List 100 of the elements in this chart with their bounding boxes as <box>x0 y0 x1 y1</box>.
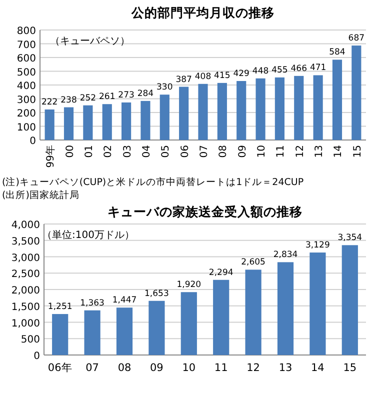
bar <box>313 75 323 140</box>
y-tick-label: 400 <box>16 81 36 92</box>
y-tick-label: 3,500 <box>11 236 40 248</box>
data-label: 252 <box>80 93 96 104</box>
y-tick-label: 200 <box>16 108 36 120</box>
data-label: 448 <box>252 66 269 76</box>
bar <box>44 109 54 140</box>
bar <box>294 76 304 140</box>
y-tick-label: 600 <box>16 54 36 64</box>
x-tick-label: 01 <box>84 145 95 158</box>
x-tick-label: 00 <box>64 145 76 158</box>
bar <box>160 94 170 140</box>
bar <box>180 292 197 355</box>
x-tick-label: 07 <box>199 145 210 158</box>
annotation: （単位:100万ドル） <box>42 229 134 241</box>
bar <box>83 105 93 140</box>
chart-title: 公的部門平均月収の推移 <box>130 5 274 20</box>
bar <box>277 262 294 355</box>
bar <box>116 308 133 355</box>
y-tick-label: 3,000 <box>11 252 40 264</box>
y-tick-label: 1,000 <box>11 318 40 330</box>
y-tick-label: 300 <box>16 94 36 106</box>
data-label: 330 <box>156 82 173 93</box>
data-label: 2,294 <box>208 268 234 278</box>
data-label: 584 <box>329 48 346 58</box>
data-label: 387 <box>176 74 192 85</box>
bar <box>148 300 165 355</box>
x-tick-label: 05 <box>160 145 172 158</box>
bar <box>332 60 342 140</box>
bar <box>342 245 358 355</box>
data-label: 3,354 <box>338 233 362 244</box>
bar <box>310 252 326 355</box>
x-tick-label: 04 <box>141 145 152 158</box>
y-tick-label: 500 <box>20 334 40 346</box>
bar <box>140 100 150 140</box>
data-label: 466 <box>290 64 307 74</box>
y-tick-label: 2,500 <box>11 269 40 280</box>
bar <box>64 107 74 140</box>
data-label: 408 <box>194 72 212 82</box>
annotation: （キューバペソ） <box>50 36 130 47</box>
x-tick-label: 11 <box>276 145 287 158</box>
data-label: 222 <box>41 97 58 108</box>
bar <box>179 86 189 140</box>
data-label: 415 <box>214 70 230 81</box>
data-label: 3,129 <box>306 240 330 251</box>
bar <box>52 314 68 355</box>
x-tick-label: 15 <box>352 145 364 158</box>
data-label: 238 <box>60 95 77 106</box>
bar <box>102 104 112 140</box>
y-tick-label: 1,500 <box>11 302 40 313</box>
x-tick-label: 06 <box>180 145 191 158</box>
data-label: 1,447 <box>112 296 137 306</box>
data-label: 429 <box>233 69 250 80</box>
y-tick-label: 4,000 <box>11 220 40 231</box>
bar <box>245 270 262 355</box>
data-label: 273 <box>118 90 134 100</box>
x-tick-label: 02 <box>103 145 114 158</box>
x-tick-label: 08 <box>118 362 132 374</box>
x-tick-label: 12 <box>294 145 306 158</box>
bar <box>198 84 208 140</box>
data-label: 1,363 <box>80 298 104 308</box>
data-label: 471 <box>310 63 326 74</box>
data-label: 1,920 <box>176 280 202 290</box>
bar <box>84 310 100 355</box>
data-label: 284 <box>137 88 154 99</box>
x-tick-label: 15 <box>343 362 357 374</box>
text: (出所)国家統計局 <box>2 189 80 201</box>
chart-title: キューバの家族送金受入額の推移 <box>108 204 302 219</box>
y-tick-label: 0 <box>30 136 36 147</box>
x-tick-label: 09 <box>150 362 164 374</box>
x-tick-label: 08 <box>218 145 230 158</box>
x-tick-label: 10 <box>256 145 268 158</box>
data-label: 261 <box>99 92 116 102</box>
x-tick-label: 03 <box>122 145 134 158</box>
y-tick-label: 800 <box>16 26 36 37</box>
x-tick-label: 11 <box>214 362 228 374</box>
bar <box>274 77 284 140</box>
y-tick-label: 700 <box>16 40 36 51</box>
bar <box>217 82 227 140</box>
bar <box>352 46 362 140</box>
y-tick-label: 0 <box>34 351 40 362</box>
data-label: 687 <box>348 34 365 44</box>
data-label: 455 <box>272 65 288 76</box>
data-label: 1,251 <box>48 302 72 312</box>
x-tick-label: 13 <box>314 145 326 158</box>
x-tick-label: 07 <box>86 362 99 374</box>
bar <box>236 81 246 140</box>
text: (注)キューバペソ(CUP)と米ドルの市中両替レートは1ドル＝24CUP <box>2 176 304 188</box>
bar <box>213 280 230 355</box>
x-tick-label: 99年 <box>44 145 57 168</box>
x-tick-label: 10 <box>182 362 196 374</box>
x-tick-label: 14 <box>333 145 344 158</box>
x-tick-label: 06年 <box>48 362 72 374</box>
x-tick-label: 09 <box>237 145 248 158</box>
x-tick-label: 12 <box>246 362 260 374</box>
data-label: 2,605 <box>241 258 266 268</box>
data-label: 1,653 <box>144 288 169 299</box>
x-tick-label: 13 <box>278 362 292 374</box>
x-tick-label: 14 <box>311 362 325 374</box>
y-tick-label: 100 <box>16 122 36 134</box>
